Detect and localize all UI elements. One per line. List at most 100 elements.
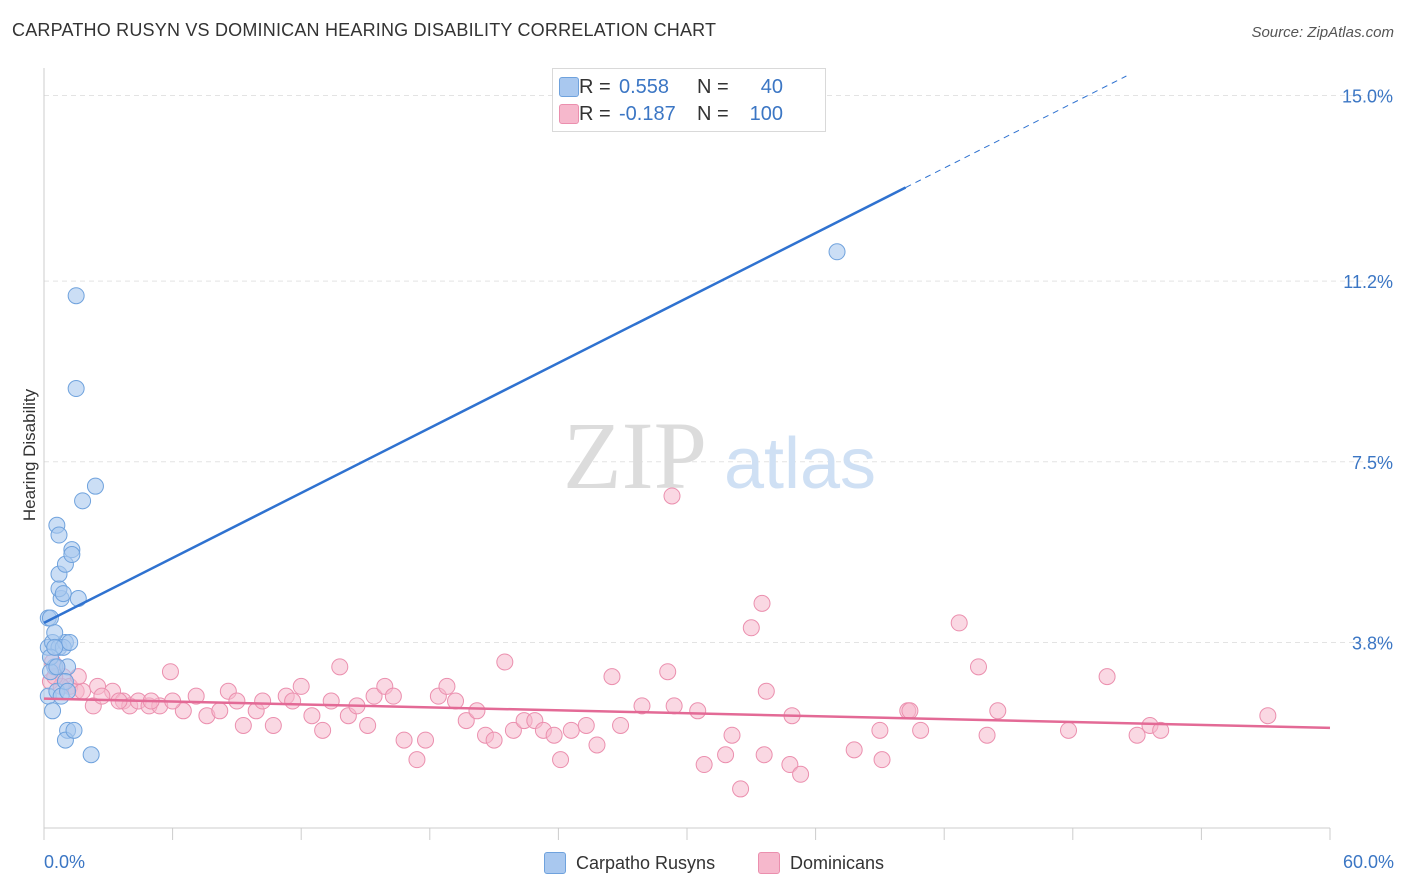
carpatho-rusyns-point xyxy=(74,492,92,510)
dominicans-point xyxy=(901,702,919,720)
dominicans-point xyxy=(577,716,595,734)
dominicans-point xyxy=(93,687,111,705)
dominicans-point xyxy=(468,702,486,720)
watermark-zip: ZIP xyxy=(563,402,707,509)
watermark-atlas: atlas xyxy=(724,424,876,504)
x-tick-label-min: 0.0% xyxy=(44,852,86,872)
r-value: -0.187 xyxy=(619,102,676,125)
dominicans-point xyxy=(359,716,377,734)
y-tick-label: 3.8% xyxy=(1352,633,1393,653)
carpatho-rusyns-point xyxy=(67,287,85,305)
carpatho-rusyns-point xyxy=(50,526,68,544)
dominicans-point xyxy=(331,658,349,676)
dominicans-point xyxy=(845,741,863,759)
dominicans-point xyxy=(161,663,179,681)
carpatho-rusyns-point xyxy=(44,702,62,720)
watermark: ZIP atlas xyxy=(563,402,876,509)
carpatho-rusyns-point xyxy=(86,477,104,495)
dominicans-point xyxy=(792,765,810,783)
dominicans-trend-line xyxy=(43,697,1331,730)
legend: Carpatho Rusyns Dominicans xyxy=(0,852,1406,878)
carpatho-rusyns-point xyxy=(65,721,83,739)
stats-row-dominicans: R = -0.187 N = 100 xyxy=(559,101,783,127)
dominicans-point xyxy=(234,716,252,734)
carpatho-rusyns-point xyxy=(46,638,64,656)
dominicans-point xyxy=(254,692,272,710)
carpatho-rusyns-points xyxy=(39,243,846,764)
dominicans-point xyxy=(753,594,771,612)
dominicans-point xyxy=(603,668,621,686)
dominicans-point xyxy=(264,716,282,734)
dominicans-point xyxy=(732,780,750,798)
stats-row-carpatho-rusyns: R = 0.558 N = 40 xyxy=(559,74,783,100)
chart-title: CARPATHO RUSYN VS DOMINICAN HEARING DISA… xyxy=(12,20,717,40)
dominicans-point xyxy=(438,677,456,695)
carpatho-rusyns-point xyxy=(828,243,846,261)
dominicans-point xyxy=(74,682,92,700)
dominicans-point xyxy=(742,619,760,637)
dominicans-point xyxy=(1098,668,1116,686)
legend-label: Dominicans xyxy=(790,852,885,873)
dominicans-point xyxy=(504,721,522,739)
carpatho-rusyns-trend-extension xyxy=(905,75,1127,188)
dominicans-point xyxy=(663,487,681,505)
dominicans-point xyxy=(365,687,383,705)
dominicans-point xyxy=(457,712,475,730)
y-tick-labels: 3.8% 7.5% 11.2% 15.0% xyxy=(1342,87,1393,654)
dominicans-point xyxy=(978,726,996,744)
stats-box: R = 0.558 N = 40 R = -0.187 N = 100 xyxy=(552,68,826,132)
legend-item-carpatho-rusyns[interactable]: Carpatho Rusyns xyxy=(544,852,715,874)
legend-swatch-pink xyxy=(758,852,780,874)
dominicans-point xyxy=(485,731,503,749)
carpatho-rusyns-point xyxy=(54,585,72,603)
dominicans-point xyxy=(562,721,580,739)
dominicans-point xyxy=(303,707,321,725)
dominicans-point xyxy=(665,697,683,715)
carpatho-rusyns-point xyxy=(46,624,64,642)
dominicans-point xyxy=(989,702,1007,720)
gridlines xyxy=(44,95,1392,643)
dominicans-point xyxy=(552,751,570,769)
dominicans-point xyxy=(314,721,332,739)
legend-item-dominicans[interactable]: Dominicans xyxy=(758,852,884,874)
n-value: 40 xyxy=(760,75,783,98)
dominicans-point xyxy=(322,692,340,710)
dominicans-point xyxy=(695,756,713,774)
dominicans-point xyxy=(588,736,606,754)
dominicans-point xyxy=(612,716,630,734)
carpatho-rusyns-point xyxy=(82,746,100,764)
trend-lines xyxy=(43,75,1331,730)
dominicans-point xyxy=(755,746,773,764)
dominicans-point xyxy=(912,721,930,739)
y-tick-label: 7.5% xyxy=(1352,453,1393,473)
carpatho-rusyns-point xyxy=(61,633,79,651)
legend-swatch-blue xyxy=(544,852,566,874)
dominicans-point xyxy=(689,702,707,720)
dominicans-point xyxy=(417,731,435,749)
dominicans-point xyxy=(395,731,413,749)
dominicans-point xyxy=(950,614,968,632)
n-value: 100 xyxy=(749,102,783,125)
dominicans-point xyxy=(873,751,891,769)
x-tick-label-max: 60.0% xyxy=(1342,852,1394,872)
dominicans-point xyxy=(969,658,987,676)
dominicans-point xyxy=(1060,721,1078,739)
stats-swatch-blue xyxy=(559,77,579,97)
carpatho-rusyns-trend-line xyxy=(43,186,907,625)
dominicans-point xyxy=(723,726,741,744)
y-tick-label: 11.2% xyxy=(1343,272,1393,292)
dominicans-point xyxy=(717,746,735,764)
dominicans-point xyxy=(633,697,651,715)
dominicans-point xyxy=(292,677,310,695)
dominicans-point xyxy=(545,726,563,744)
dominicans-point xyxy=(384,687,402,705)
dominicans-point xyxy=(1259,707,1277,725)
n-label: N = xyxy=(697,75,729,98)
carpatho-rusyns-point xyxy=(63,546,81,564)
dominicans-point xyxy=(871,721,889,739)
dominicans-point xyxy=(1128,726,1146,744)
dominicans-point xyxy=(211,702,229,720)
dominicans-point xyxy=(408,751,426,769)
dominicans-point xyxy=(659,663,677,681)
